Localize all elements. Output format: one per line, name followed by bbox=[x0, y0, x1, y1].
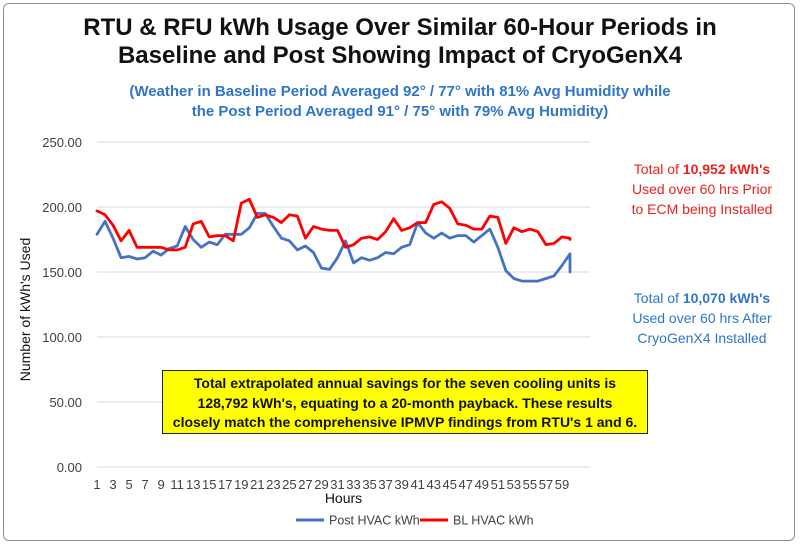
x-tick-label-12: 25 bbox=[282, 477, 296, 492]
x-tick-label-29: 59 bbox=[555, 477, 569, 492]
x-tick-label-11: 23 bbox=[266, 477, 280, 492]
series-line-baseline bbox=[95, 197, 572, 252]
baseline-total-line-3: to ECM being Installed bbox=[631, 201, 773, 217]
savings-line-1: Total extrapolated annual savings for th… bbox=[193, 375, 617, 391]
baseline-total-annotation: Total of 10,952 kWh's Used over 60 hrs P… bbox=[612, 159, 792, 219]
baseline-total-line-2: Used over 60 hrs Prior bbox=[631, 181, 773, 197]
x-tick-label-19: 39 bbox=[394, 477, 408, 492]
savings-line-2: 128,792 kWh's, equating to a 20-month pa… bbox=[197, 394, 613, 411]
x-tick-label-13: 27 bbox=[298, 477, 312, 492]
x-tick-label-27: 55 bbox=[523, 477, 537, 492]
series-line-post bbox=[95, 212, 572, 283]
post-total-value: 10,070 kWh's bbox=[682, 290, 771, 306]
x-tick-label-28: 57 bbox=[539, 477, 553, 492]
x-tick-label-7: 15 bbox=[202, 477, 216, 492]
post-total-line-3: CryoGenX4 Installed bbox=[637, 330, 767, 346]
x-tick-label-3: 7 bbox=[141, 477, 148, 492]
savings-callout-box: Total extrapolated annual savings for th… bbox=[162, 370, 648, 434]
x-tick-label-20: 41 bbox=[410, 477, 424, 492]
post-total-line-1: Total of 10,070 kWh's bbox=[633, 290, 771, 306]
chart-subtitle-line-1: (Weather in Baseline Period Averaged 92°… bbox=[129, 83, 671, 100]
x-tick-label-0: 1 bbox=[93, 477, 100, 492]
chart-subtitle: (Weather in Baseline Period Averaged 92°… bbox=[0, 82, 800, 122]
x-tick-label-4: 9 bbox=[158, 477, 165, 492]
x-tick-label-23: 47 bbox=[459, 477, 473, 492]
x-tick-label-18: 37 bbox=[378, 477, 392, 492]
x-tick-label-17: 35 bbox=[362, 477, 376, 492]
y-tick-label-3: 150.00 bbox=[42, 265, 82, 280]
x-axis-title: Hours bbox=[325, 490, 362, 506]
legend-label-post: Post HVAC kWh bbox=[329, 514, 420, 528]
x-tick-label-9: 19 bbox=[234, 477, 248, 492]
baseline-total-line-1: Total of 10,952 kWh's bbox=[633, 161, 771, 177]
post-total-annotation: Total of 10,070 kWh's Used over 60 hrs A… bbox=[612, 288, 792, 348]
y-tick-label-1: 50.00 bbox=[49, 395, 82, 410]
y-tick-label-2: 100.00 bbox=[42, 330, 82, 345]
x-tick-label-15: 31 bbox=[330, 477, 344, 492]
legend-label-baseline: BL HVAC kWh bbox=[453, 514, 534, 528]
baseline-total-value: 10,952 kWh's bbox=[682, 161, 771, 177]
x-tick-label-14: 29 bbox=[314, 477, 328, 492]
x-tick-label-6: 13 bbox=[186, 477, 200, 492]
x-tick-label-25: 51 bbox=[491, 477, 505, 492]
x-tick-label-5: 11 bbox=[170, 477, 184, 492]
x-tick-label-26: 53 bbox=[507, 477, 521, 492]
x-tick-label-16: 33 bbox=[346, 477, 360, 492]
savings-line-3: closely match the comprehensive IPMVP fi… bbox=[172, 414, 638, 430]
y-tick-label-0: 0.00 bbox=[57, 460, 82, 475]
x-tick-label-24: 49 bbox=[475, 477, 489, 492]
chart-subtitle-line-2: the Post Period Averaged 91° / 75° with … bbox=[191, 103, 609, 120]
x-tick-label-22: 45 bbox=[443, 477, 457, 492]
x-tick-label-1: 3 bbox=[109, 477, 116, 492]
y-tick-label-5: 250.00 bbox=[42, 135, 82, 150]
chart-title-line-1: RTU & RFU kWh Usage Over Similar 60-Hour… bbox=[83, 14, 717, 41]
chart-title: RTU & RFU kWh Usage Over Similar 60-Hour… bbox=[0, 14, 800, 70]
x-tick-label-10: 21 bbox=[250, 477, 264, 492]
y-tick-label-4: 200.00 bbox=[42, 200, 82, 215]
post-total-line-2: Used over 60 hrs After bbox=[632, 310, 772, 326]
y-axis-title: Number of kWh's Used bbox=[17, 238, 33, 382]
x-tick-label-21: 43 bbox=[426, 477, 440, 492]
chart-title-line-2: Baseline and Post Showing Impact of Cryo… bbox=[117, 42, 683, 69]
x-tick-label-2: 5 bbox=[125, 477, 132, 492]
x-tick-label-8: 17 bbox=[218, 477, 232, 492]
